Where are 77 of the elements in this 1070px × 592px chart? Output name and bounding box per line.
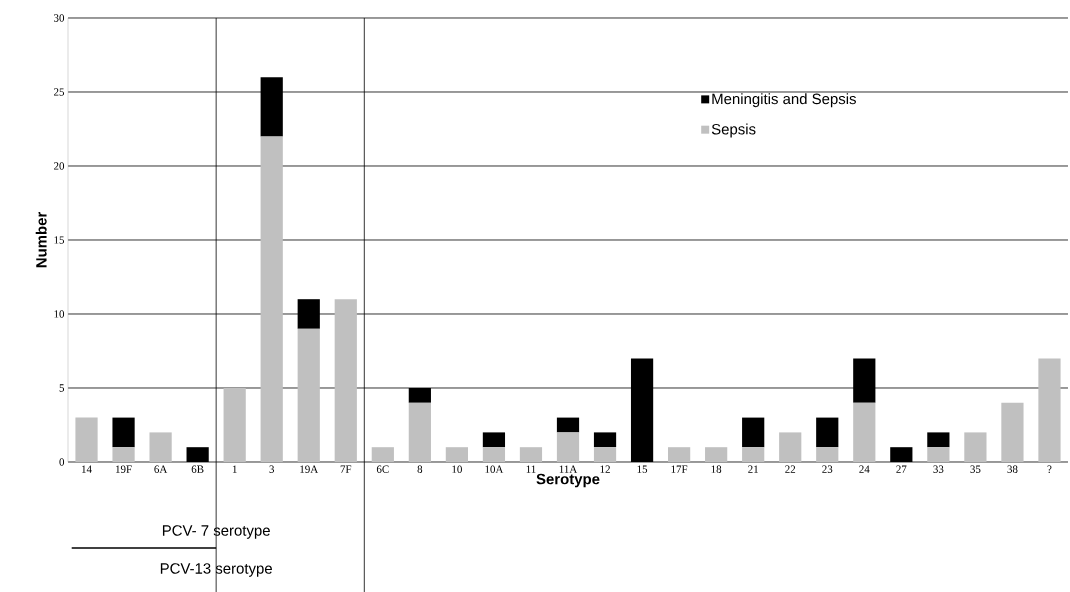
x-tick-label: 17F [671, 465, 688, 473]
x-tick-label: 10 [452, 465, 462, 473]
x-tick-label: 38 [1007, 465, 1018, 473]
bar [408, 387, 431, 403]
y-axis-title: Number [35, 211, 47, 268]
x-tick-label: 23 [822, 465, 833, 473]
bar [705, 447, 728, 462]
bar [890, 447, 913, 462]
x-tick-label: 19F [116, 465, 132, 473]
x-axis-title: Serotype [536, 473, 600, 488]
bar [742, 417, 765, 447]
bar [742, 447, 765, 462]
bar [593, 447, 617, 462]
bar [927, 432, 950, 447]
x-tick-label: 22 [785, 465, 796, 473]
text: PCV-13 serotype [160, 563, 272, 577]
bar [668, 447, 691, 462]
x-tick-label: 33 [933, 465, 944, 473]
y-tick-label: 25 [54, 88, 65, 96]
y-tick-label: 10 [54, 310, 65, 318]
bar [556, 417, 580, 433]
bar [297, 328, 320, 462]
x-tick-label: 11 [526, 465, 536, 473]
x-tick-label: 35 [970, 465, 981, 473]
x-tick-label: 18 [711, 465, 722, 473]
x-tick-label: 15 [637, 465, 648, 473]
x-tick-label: 14 [82, 465, 92, 473]
x-tick-label: 7F [340, 465, 352, 473]
bar [482, 432, 506, 447]
x-tick-label: 24 [859, 465, 870, 473]
bar [186, 447, 209, 462]
y-tick-label: 5 [59, 384, 65, 392]
bar [223, 387, 246, 462]
y-tick-label: 15 [54, 236, 65, 244]
bar [260, 77, 283, 137]
x-tick-label: ? [1047, 465, 1052, 473]
bar [112, 447, 135, 462]
bar [519, 447, 543, 462]
bar [112, 417, 135, 447]
bar [75, 417, 98, 462]
x-tick-label: 6C [376, 465, 389, 473]
x-tick-label: 19A [300, 465, 319, 473]
legend-label: Meningitis and Sepsis [712, 93, 856, 107]
x-tick-label: 10A [485, 465, 504, 473]
x-tick-label: 8 [417, 465, 423, 473]
bar [853, 358, 876, 403]
x-tick-label: 12 [600, 465, 610, 473]
legend-label: Sepsis [711, 123, 756, 138]
bar [149, 432, 172, 462]
bar [1001, 402, 1024, 462]
bar [371, 447, 394, 462]
x-tick-label: 21 [748, 465, 758, 473]
bar [556, 432, 580, 462]
x-tick-label: 3 [269, 465, 275, 473]
x-tick-label: 6A [154, 465, 168, 473]
bar [1038, 358, 1061, 462]
bar [408, 402, 431, 462]
bar [816, 447, 839, 462]
bar [260, 136, 283, 462]
y-tick-label: 30 [54, 14, 65, 22]
bar [964, 432, 987, 462]
bar [927, 447, 950, 462]
bar [593, 432, 617, 447]
bar [482, 447, 506, 462]
y-tick-label: 20 [54, 162, 65, 170]
x-tick-label: 27 [896, 465, 907, 473]
bar [779, 432, 802, 462]
bar [334, 299, 357, 462]
x-tick-label: 1 [232, 465, 237, 473]
bar [445, 447, 468, 462]
bar [853, 402, 876, 462]
x-tick-label: 11A [559, 465, 578, 473]
text: PCV- 7 serotype [162, 525, 270, 539]
bar [816, 417, 839, 447]
x-tick-label: 6B [191, 465, 204, 473]
bar [297, 299, 320, 329]
y-tick-label: 0 [59, 458, 65, 466]
